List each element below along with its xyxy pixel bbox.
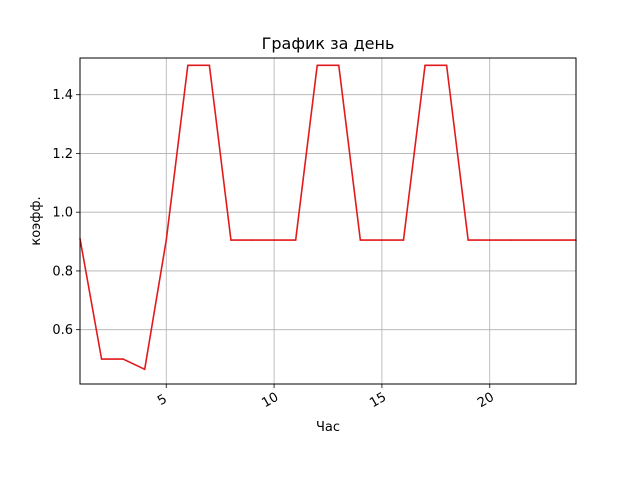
- chart-title: График за день: [262, 34, 395, 53]
- series-line-segment: [337, 64, 362, 241]
- grid: [80, 58, 576, 384]
- series-line-segment: [122, 358, 146, 371]
- y-tick-label: 1.0: [52, 206, 73, 221]
- y-axis-label: коэфф.: [29, 196, 44, 245]
- series-line-segment: [445, 64, 469, 241]
- ticks: 5 10 15 200.60.81.01.21.4: [52, 88, 497, 411]
- x-tick-label: 15: [367, 390, 389, 411]
- series-line-segment: [143, 239, 168, 371]
- series-line-segment: [294, 64, 319, 241]
- plot-frame: [79, 57, 577, 385]
- series-line-segment: [79, 237, 103, 360]
- x-tick-label: 20: [475, 390, 497, 411]
- y-tick-label: 1.2: [52, 147, 73, 162]
- x-tick-label: 10: [259, 390, 281, 411]
- y-tick-label: 0.8: [52, 264, 73, 279]
- series-line-segment: [402, 64, 426, 241]
- series-layer: [79, 64, 577, 371]
- y-tick-label: 0.6: [52, 323, 73, 338]
- series-line-segment: [165, 64, 189, 241]
- series-line-segment: [208, 64, 232, 241]
- x-axis-label: Час: [316, 420, 340, 435]
- y-tick-label: 1.4: [52, 88, 73, 103]
